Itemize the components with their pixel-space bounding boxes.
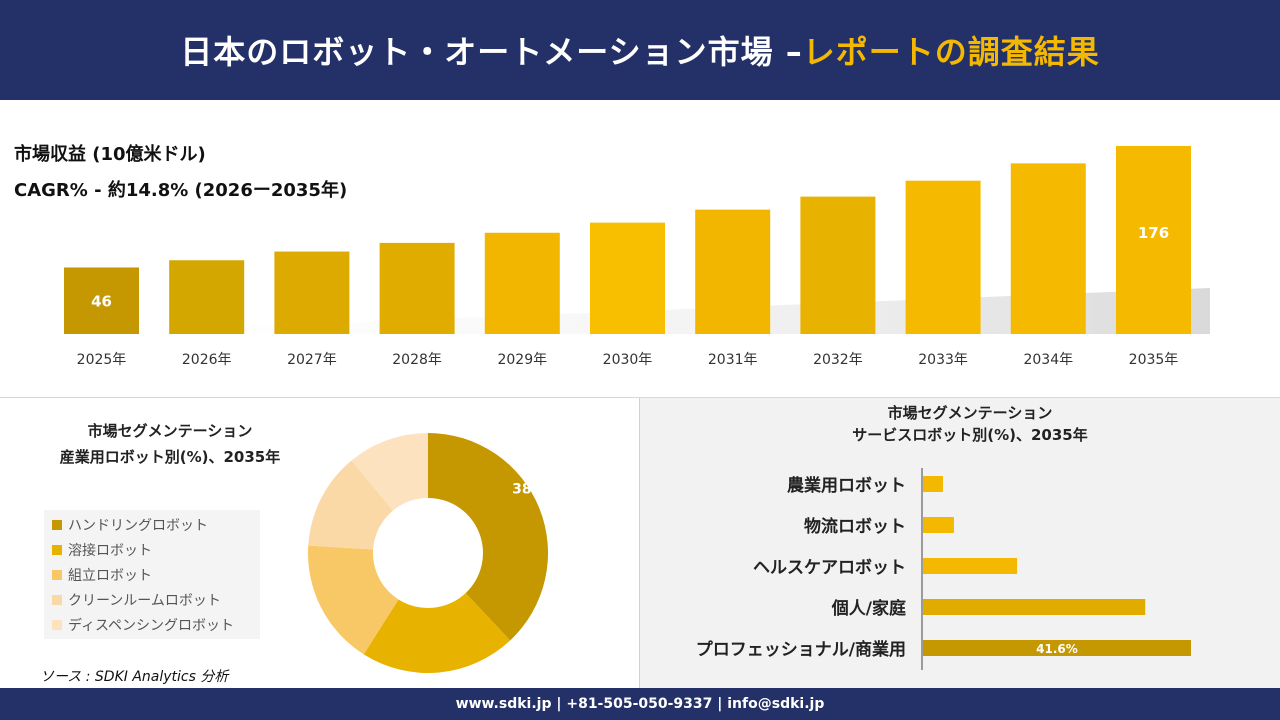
revenue-bar-2025年 xyxy=(64,267,139,334)
legend-item: 溶接ロボット xyxy=(44,537,260,562)
legend-label: 組立ロボット xyxy=(68,567,152,584)
revenue-bar-2034年 xyxy=(1010,163,1086,334)
legend-label: ディスペンシングロボット xyxy=(68,617,235,634)
hbar-category-label: 物流ロボット xyxy=(804,516,906,537)
legend-item: ハンドリングロボット xyxy=(44,512,260,537)
donut-slice-クリーンルームロボット xyxy=(308,460,393,550)
cagr-label: CAGR% - 約14.8% (2026ー2035年) xyxy=(14,180,348,201)
panel-divider xyxy=(639,398,640,688)
footer-contact: www.sdki.jp | +81-505-050-9337 | info@sd… xyxy=(0,688,1280,720)
bar-value-label: 176 xyxy=(1138,224,1169,242)
industrial-legend: ハンドリングロボット 溶接ロボット 組立ロボットクリーンルームロボット ディスペンシン… xyxy=(44,510,260,639)
legend-item: ディスペンシングロボット xyxy=(44,612,260,637)
legend-swatch xyxy=(52,544,62,555)
source-note: ソース : SDKI Analytics 分析 xyxy=(40,669,229,685)
year-tick-label: 2025年 xyxy=(77,352,127,368)
hbar-category-label: 農業用ロボット xyxy=(787,475,906,496)
donut-slice-組立ロボット xyxy=(308,545,399,655)
year-tick-label: 2029年 xyxy=(497,352,547,368)
donut-value-label: 38% xyxy=(512,482,546,498)
revenue-bar-2026年 xyxy=(169,260,245,334)
legend-swatch xyxy=(52,594,62,605)
revenue-bar-chart: 2025年 46 2026年 2027年 2028年 2029年 2030年 2031年 203… xyxy=(60,146,1210,368)
revenue-bar-2035年 xyxy=(1116,146,1191,334)
legend-label: ハンドリングロボット xyxy=(68,517,208,534)
year-tick-label: 2034年 xyxy=(1023,352,1073,368)
legend-label: 溶接ロボット xyxy=(68,542,152,559)
hbar-bar-個人/家庭 xyxy=(923,599,1146,615)
service-title-line1: 市場セグメンテーション xyxy=(887,404,1053,422)
donut-slice-溶接ロボット xyxy=(363,593,511,673)
hbar-bar-ヘルスケアロボット xyxy=(923,558,1018,574)
section-divider xyxy=(0,397,1280,398)
service-robot-panel xyxy=(640,398,1280,688)
year-tick-label: 2032年 xyxy=(813,352,863,368)
legend-label: クリーンルームロボット xyxy=(68,592,221,609)
year-tick-label: 2028年 xyxy=(392,352,442,368)
service-segment-title: 市場セグメンテーション サービスロボット別(%)、2035年 xyxy=(770,402,1170,446)
hbar-value-label: 41.6% xyxy=(1036,642,1078,656)
hbar-bar-農業用ロボット xyxy=(923,476,943,492)
header-banner: 日本のロボット・オートメーション市場 –レポートの調査結果 xyxy=(0,0,1280,100)
title-accent: レポートの調査結果 xyxy=(802,33,1100,71)
year-tick-label: 2027年 xyxy=(287,352,337,368)
industrial-title-line1: 市場セグメンテーション xyxy=(87,422,253,440)
year-tick-label: 2026年 xyxy=(182,352,232,368)
revenue-bar-2031年 xyxy=(695,209,771,334)
legend-swatch xyxy=(52,519,62,530)
hbar-category-label: ヘルスケアロボット xyxy=(753,558,906,578)
industrial-donut-chart: 38% xyxy=(308,433,548,673)
industrial-title-line2: 産業用ロボット別(%)、2035年 xyxy=(59,448,281,466)
year-tick-label: 2035年 xyxy=(1129,352,1179,368)
revenue-bar-2032年 xyxy=(800,196,876,334)
revenue-bar-2028年 xyxy=(379,242,455,334)
title-main: 日本のロボット・オートメーション市場 – xyxy=(180,33,803,71)
donut-slice-ディスペンシングロボット xyxy=(351,433,428,511)
legend-item: クリーンルームロボット xyxy=(44,587,260,612)
bar-value-label: 46 xyxy=(91,293,112,311)
revenue-bar-2029年 xyxy=(484,232,560,334)
legend-swatch xyxy=(52,619,62,630)
revenue-bar-2027年 xyxy=(274,251,350,334)
legend-item: 組立ロボット xyxy=(44,562,260,587)
year-tick-label: 2030年 xyxy=(603,352,653,368)
donut-slice-ハンドリングロボット xyxy=(428,433,548,641)
hbar-category-label: 個人/家庭 xyxy=(831,598,906,619)
year-tick-label: 2031年 xyxy=(708,352,758,368)
hbar-bar-プロフェッショナル/商業用 xyxy=(923,640,1191,656)
revenue-bar-2030年 xyxy=(590,222,665,334)
industrial-segment-title: 市場セグメンテーション 産業用ロボット別(%)、2035年 xyxy=(40,418,300,470)
service-hbar-chart: 農業用ロボット物流ロボットヘルスケアロボット個人/家庭プロフェッショナル/商業用… xyxy=(696,468,1191,670)
year-tick-label: 2033年 xyxy=(918,352,968,368)
hbar-bar-物流ロボット xyxy=(923,517,954,533)
revenue-label: 市場収益 (10億米ドル) xyxy=(14,144,206,165)
page-title: 日本のロボット・オートメーション市場 –レポートの調査結果 xyxy=(180,27,1100,73)
hbar-category-label: プロフェッショナル/商業用 xyxy=(696,639,906,660)
revenue-bar-2033年 xyxy=(905,180,981,334)
legend-swatch xyxy=(52,569,62,580)
service-title-line2: サービスロボット別(%)、2035年 xyxy=(852,426,1088,444)
